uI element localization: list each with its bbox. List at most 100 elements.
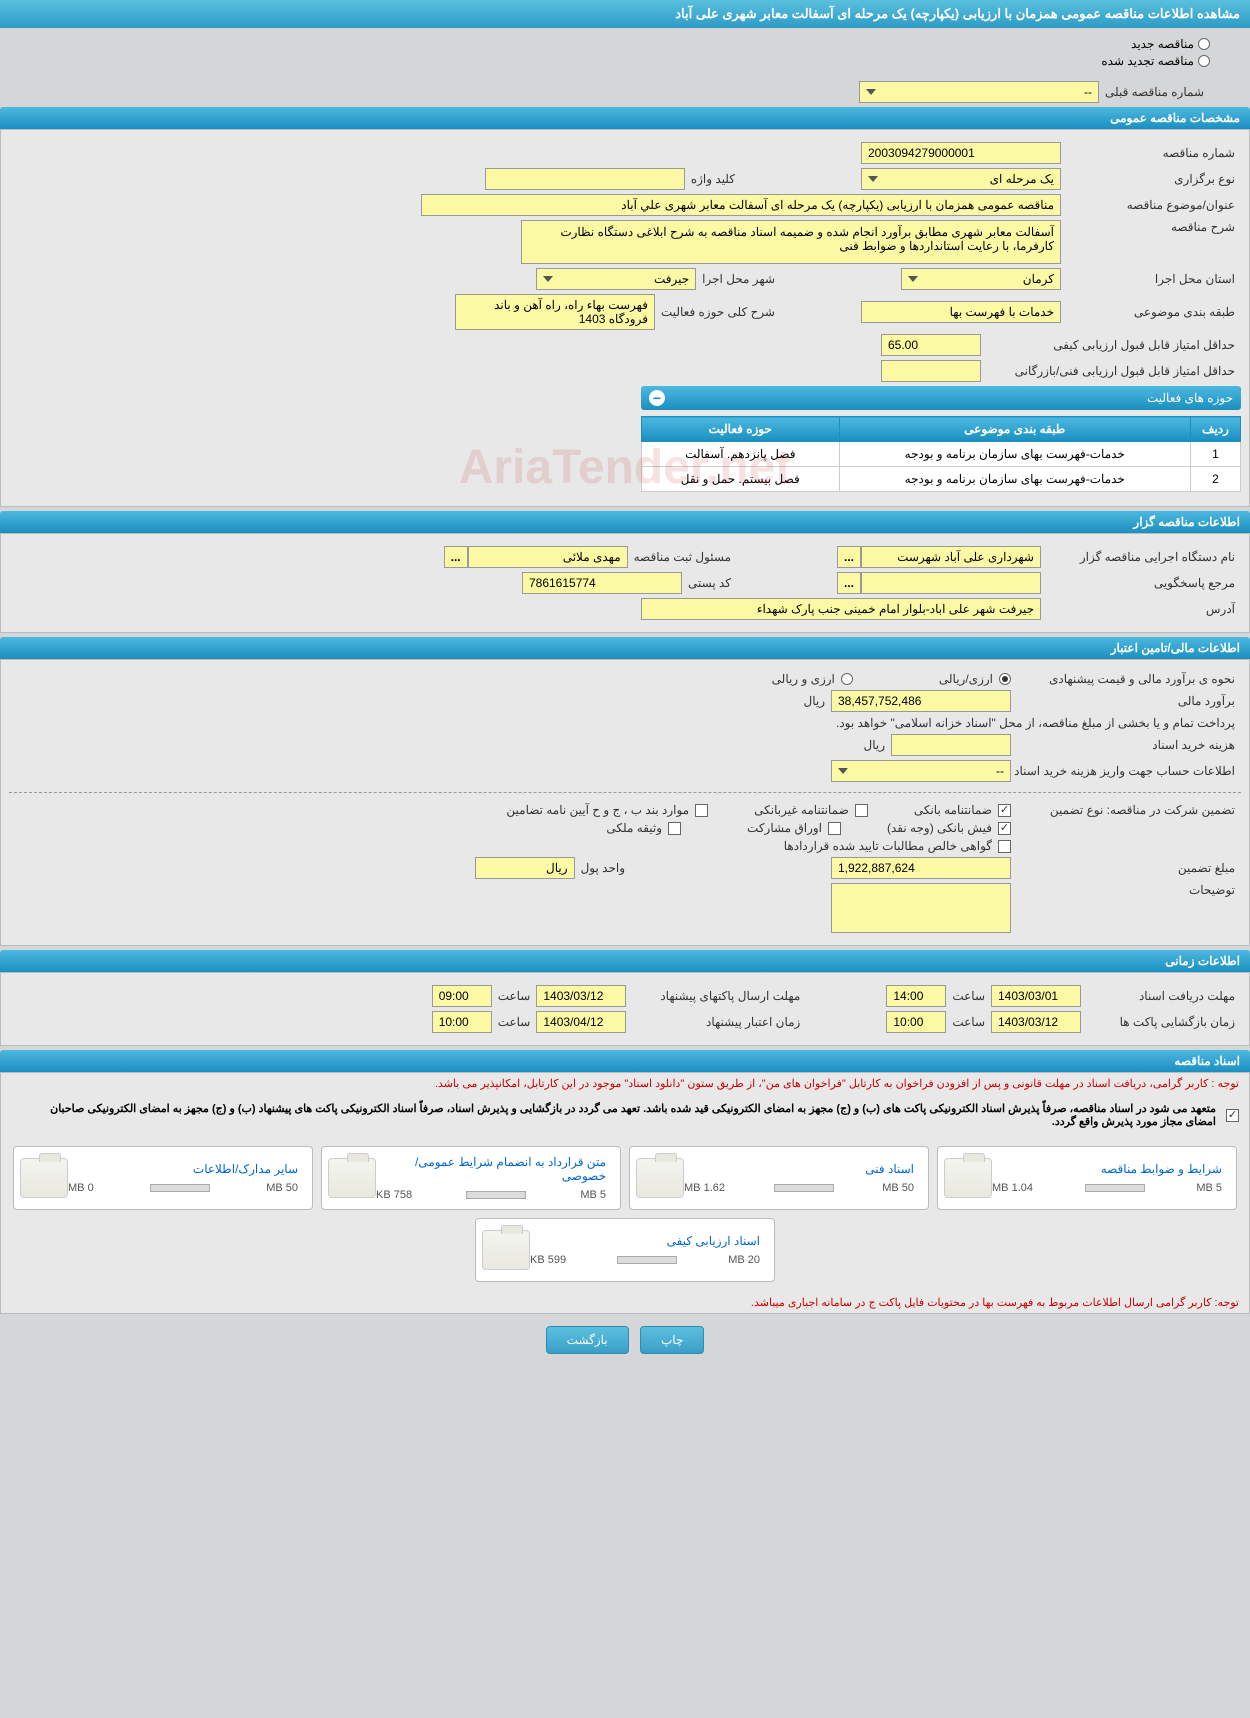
file-box[interactable]: سایر مدارک/اطلاعات 50 MB 0 MB [13,1146,313,1210]
notes-field[interactable] [831,883,1011,933]
envelope-deadline-time: 09:00 [432,985,492,1007]
file-size: 1.62 MB [684,1182,725,1194]
file-size: 0 MB [68,1182,94,1194]
subject-field: مناقصه عمومی همزمان با ارزیابی (یکپارچه)… [421,194,1061,216]
file-box[interactable]: اسناد ارزیابی کیفی 20 MB 599 KB [475,1218,775,1282]
prev-tender-label: شماره مناقصه قبلی [1099,85,1210,99]
city-dropdown[interactable]: جیرفت [536,268,696,290]
folder-icon [20,1158,68,1198]
ref-lookup-btn[interactable]: ... [837,572,861,594]
table-row: 2خدمات-فهرست بهای سازمان برنامه و بودجهف… [642,467,1241,492]
chevron-down-icon [908,276,918,282]
scope-field: فهرست بهاء راه، راه آهن و باند فرودگاه 1… [455,294,655,330]
chevron-down-icon [838,768,848,774]
g7-label: گواهی خالص مطالبات تایید شده قراردادها [778,839,998,853]
activities-header: حوزه های فعالیت − [641,386,1241,410]
estimate-type-label: نحوه ی برآورد مالی و قیمت پیشنهادی [1011,672,1241,686]
cb-net-claims[interactable] [998,840,1011,853]
print-button[interactable]: چاپ [640,1326,704,1354]
min-quality-field: 65.00 [881,334,981,356]
file-progress [617,1256,677,1264]
gamount-field: 1,922,887,624 [831,857,1011,879]
min-tech-label: حداقل امتیاز قابل قبول ارزیابی فنی/بازرگ… [981,364,1241,378]
th-activity: حوزه فعالیت [642,417,840,442]
cb-bank-guarantee[interactable] [998,804,1011,817]
file-title: اسناد فنی [684,1162,914,1176]
radio-renewed-label: مناقصه تجدید شده [1101,54,1194,68]
file-max: 50 MB [882,1182,914,1194]
desc-label: شرح مناقصه [1061,220,1241,234]
radio-currency[interactable] [841,673,853,685]
gamount-label: مبلغ تضمین [1011,861,1241,875]
keyword-field[interactable] [485,168,685,190]
file-size: 599 KB [530,1254,566,1266]
postcode-field: 7861615774 [522,572,682,594]
file-box[interactable]: متن قرارداد به انضمام شرایط عمومی/خصوصی … [321,1146,621,1210]
cb-bonds[interactable] [828,822,841,835]
province-value: کرمان [1023,272,1054,286]
subject-label: عنوان/موضوع مناقصه [1061,198,1241,212]
account-dropdown[interactable]: -- [831,760,1011,782]
doc-cost-field[interactable] [891,734,1011,756]
radio-rial[interactable] [999,673,1011,685]
money-unit-field: ریال [475,857,575,879]
file-title: سایر مدارک/اطلاعات [68,1162,298,1176]
registrar-label: مسئول ثبت مناقصه [628,550,737,564]
org-field: شهرداری علی آباد شهرست [861,546,1041,568]
province-dropdown[interactable]: کرمان [901,268,1061,290]
file-title: متن قرارداد به انضمام شرایط عمومی/خصوصی [376,1155,606,1183]
province-label: استان محل اجرا [1061,272,1241,286]
file-max: 5 MB [1196,1182,1222,1194]
cb-cash[interactable] [998,822,1011,835]
time-label-2: ساعت [492,989,537,1003]
cb-items-b[interactable] [695,804,708,817]
prev-tender-dropdown[interactable]: -- [859,81,1099,103]
ref-label: مرجع پاسخگویی [1041,576,1241,590]
open-date: 1403/03/12 [991,1011,1081,1033]
time-label-1: ساعت [946,989,991,1003]
activities-table: ردیف طبقه بندی موضوعی حوزه فعالیت 1خدمات… [641,416,1241,492]
type-dropdown[interactable]: یک مرحله ای [861,168,1061,190]
category-field: خدمات با فهرست بها [861,301,1061,323]
file-title: اسناد ارزیابی کیفی [530,1234,760,1248]
file-progress [466,1191,526,1199]
envelope-deadline-label: مهلت ارسال پاکتهای پیشنهاد [626,989,806,1003]
doc-deadline-date: 1403/03/01 [991,985,1081,1007]
time-label-3: ساعت [946,1015,991,1029]
g4-label: فیش بانکی (وجه نقد) [881,821,998,835]
timing-section-header: اطلاعات زمانی [0,950,1250,972]
file-box[interactable]: شرایط و ضوابط مناقصه 5 MB 1.04 MB [937,1146,1237,1210]
docs-note2: متعهد می شود در اسناد مناقصه، صرفاً پذیر… [11,1100,1226,1130]
validity-date: 1403/04/12 [536,1011,626,1033]
org-lookup-btn[interactable]: ... [837,546,861,568]
docs-bottom-note: توجه: کاربر گرامی ارسال اطلاعات مربوط به… [1,1292,1249,1313]
file-size: 758 KB [376,1189,412,1201]
city-value: جیرفت [654,272,689,286]
back-button[interactable]: بازگشت [546,1326,629,1354]
guarantee-label: تضمین شرکت در مناقصه: نوع تضمین [1011,803,1241,817]
docs-section-header: اسناد مناقصه [0,1050,1250,1072]
type-value: یک مرحله ای [990,172,1054,186]
cb-property[interactable] [668,822,681,835]
registrar-lookup-btn[interactable]: ... [444,546,468,568]
city-label: شهر محل اجرا [696,272,781,286]
cb-nonbank[interactable] [855,804,868,817]
g6-label: وثیقه ملکی [600,821,668,835]
organizer-section-header: اطلاعات مناقصه گزار [0,511,1250,533]
radio-new-label: مناقصه جدید [1131,37,1194,51]
cb-commitment[interactable] [1226,1109,1239,1122]
tender-no-label: شماره مناقصه [1061,146,1241,160]
page-title: مشاهده اطلاعات مناقصه عمومی همزمان با ار… [0,0,1250,28]
collapse-icon[interactable]: − [649,390,665,406]
file-box[interactable]: اسناد فنی 50 MB 1.62 MB [629,1146,929,1210]
ref-field [861,572,1041,594]
chevron-down-icon [868,176,878,182]
docs-note1: توجه : کاربر گرامی، دریافت اسناد در مهلت… [1,1073,1249,1094]
g3-label: موارد بند ب ، ج و ح آیین نامه تضامین [500,803,695,817]
radio-renewed-tender[interactable] [1198,55,1210,67]
tender-no-field: 2003094279000001 [861,142,1061,164]
radio-new-tender[interactable] [1198,38,1210,50]
button-row: چاپ بازگشت [0,1314,1250,1366]
opt-currency-label: ارزی و ریالی [766,672,841,686]
doc-deadline-time: 14:00 [886,985,946,1007]
